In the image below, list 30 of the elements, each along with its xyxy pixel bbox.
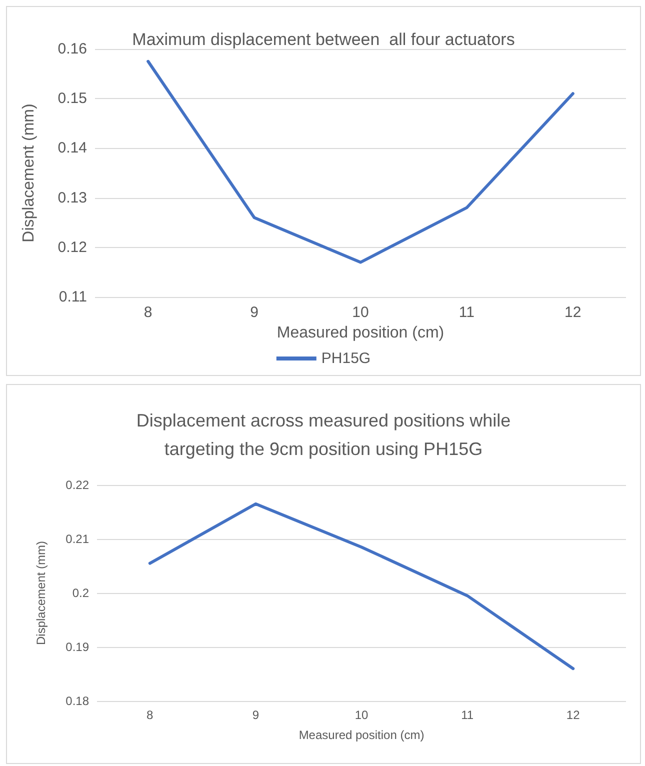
x-tick-label: 10 — [352, 304, 369, 321]
y-axis-title: Displacement (mm) — [34, 540, 48, 646]
y-tick-label: 0.19 — [66, 640, 90, 654]
y-tick-label: 0.12 — [58, 238, 87, 256]
line-series — [148, 502, 575, 670]
x-axis-title: Measured position (cm) — [298, 728, 424, 742]
y-tick-label: 0.16 — [58, 40, 87, 58]
x-tick-label: 11 — [458, 304, 474, 321]
y-tick-label: 0.13 — [58, 189, 87, 206]
y-tick-label: 0.11 — [58, 288, 87, 306]
x-tick-label: 12 — [564, 304, 582, 321]
y-tick-label: 0.21 — [66, 532, 90, 546]
x-axis-title: Measured position (cm) — [276, 324, 444, 342]
chart-title: Displacement across measured positions while targeting the 9cm position using PH15G — [136, 410, 511, 460]
x-tick-label: 9 — [252, 708, 260, 722]
y-tick-label: 0.22 — [66, 478, 90, 492]
y-tick-label: 0.14 — [58, 140, 87, 157]
y-axis-title: Displacement (mm) — [20, 104, 38, 242]
x-tick-label: 10 — [354, 708, 368, 722]
x-tick-label: 8 — [146, 708, 154, 722]
y-tick-label: 0.2 — [72, 586, 90, 600]
x-tick-label: 11 — [461, 708, 474, 722]
x-tick-label: 8 — [144, 304, 152, 321]
x-tick-label: 12 — [566, 708, 580, 722]
line-series — [146, 60, 574, 264]
y-tick-label: 0.15 — [58, 90, 87, 108]
x-tick-label: 9 — [250, 304, 258, 321]
chart-title: Maximum displacement between all four actuators — [132, 30, 515, 50]
y-tick-label: 0.18 — [66, 694, 90, 708]
legend-label: PH15G — [321, 350, 371, 367]
